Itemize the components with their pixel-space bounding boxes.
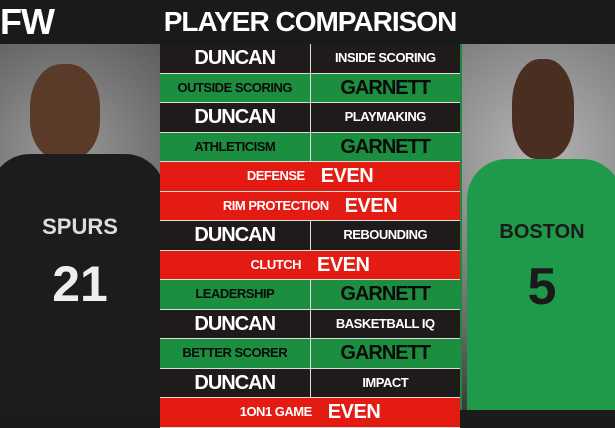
jersey-team-text: SPURS	[42, 214, 118, 239]
player-photo-garnett: BOSTON 5	[460, 44, 615, 410]
left-cell: BETTER SCORER	[160, 339, 311, 368]
player-head	[30, 64, 100, 159]
winner-label: DUNCAN	[194, 371, 276, 394]
player-jersey	[467, 159, 615, 410]
comparison-row: DUNCAN IMPACT	[160, 368, 460, 398]
winner-label: EVEN	[320, 165, 374, 188]
category-label: IMPACT	[362, 374, 409, 390]
winner-label: DUNCAN	[194, 47, 276, 70]
right-cell: IMPACT	[310, 368, 460, 397]
header: FW PLAYER COMPARISON	[0, 0, 615, 44]
even-cell: 1ON1 GAME EVEN	[160, 398, 460, 427]
category-label: ATHLETICISM	[194, 138, 276, 154]
left-cell: OUTSIDE SCORING	[160, 73, 311, 102]
winner-label: DUNCAN	[194, 106, 276, 129]
category-label: BASKETBALL IQ	[335, 315, 435, 331]
right-cell: REBOUNDING	[310, 221, 460, 250]
right-cell: GARNETT	[310, 339, 460, 368]
right-cell: BASKETBALL IQ	[310, 309, 460, 338]
comparison-row: DUNCAN PLAYMAKING	[160, 103, 460, 133]
comparison-row: DUNCAN REBOUNDING	[160, 221, 460, 251]
category-label: BETTER SCORER	[182, 345, 288, 361]
winner-label: GARNETT	[340, 76, 431, 99]
comparison-row: OUTSIDE SCORING GARNETT	[160, 73, 460, 103]
jersey-number: 5	[527, 258, 557, 316]
even-cell: CLUTCH EVEN	[160, 250, 460, 279]
left-cell: DUNCAN	[160, 103, 311, 132]
comparison-row: DUNCAN INSIDE SCORING	[160, 44, 460, 74]
comparison-table: DUNCAN INSIDE SCORING OUTSIDE SCORING GARNE…	[160, 44, 460, 428]
left-cell: DUNCAN	[160, 44, 311, 73]
comparison-row: CLUTCH EVEN	[160, 250, 460, 280]
left-cell: DUNCAN	[160, 309, 311, 338]
comparison-row: DUNCAN BASKETBALL IQ	[160, 309, 460, 339]
category-label: CLUTCH	[250, 256, 302, 272]
comparison-row: LEADERSHIP GARNETT	[160, 280, 460, 310]
player-photo-duncan: SPURS 21	[0, 44, 160, 410]
comparison-row: RIM PROTECTION EVEN	[160, 191, 460, 221]
left-cell: DUNCAN	[160, 221, 311, 250]
winner-label: EVEN	[344, 194, 398, 217]
page-title: PLAYER COMPARISON	[163, 6, 458, 37]
winner-label: DUNCAN	[194, 312, 276, 335]
right-cell: PLAYMAKING	[310, 103, 460, 132]
even-cell: RIM PROTECTION EVEN	[160, 191, 460, 220]
category-label: OUTSIDE SCORING	[177, 79, 293, 95]
player-head	[512, 59, 574, 159]
left-cell: DUNCAN	[160, 368, 311, 397]
winner-label: DUNCAN	[194, 224, 276, 247]
jersey-team-text: BOSTON	[499, 221, 585, 243]
category-label: PLAYMAKING	[344, 109, 427, 125]
category-label: INSIDE SCORING	[334, 50, 436, 66]
winner-label: GARNETT	[340, 283, 431, 306]
jersey-number: 21	[52, 256, 108, 312]
right-cell: GARNETT	[310, 132, 460, 161]
category-label: 1ON1 GAME	[239, 404, 313, 420]
right-cell: INSIDE SCORING	[310, 44, 460, 73]
category-label: REBOUNDING	[343, 227, 428, 243]
comparison-row: ATHLETICISM GARNETT	[160, 132, 460, 162]
winner-label: EVEN	[316, 253, 370, 276]
category-label: LEADERSHIP	[195, 286, 275, 302]
left-cell: LEADERSHIP	[160, 280, 311, 309]
comparison-row: DEFENSE EVEN	[160, 162, 460, 192]
category-label: RIM PROTECTION	[222, 197, 329, 213]
category-label: DEFENSE	[246, 168, 305, 184]
player-jersey	[0, 154, 160, 410]
winner-label: EVEN	[327, 401, 381, 424]
left-cell: ATHLETICISM	[160, 132, 311, 161]
right-cell: GARNETT	[310, 280, 460, 309]
logo: FW	[0, 1, 55, 42]
comparison-row: 1ON1 GAME EVEN	[160, 398, 460, 428]
comparison-row: BETTER SCORER GARNETT	[160, 339, 460, 369]
even-cell: DEFENSE EVEN	[160, 162, 460, 191]
winner-label: GARNETT	[340, 135, 431, 158]
winner-label: GARNETT	[340, 342, 431, 365]
right-cell: GARNETT	[310, 73, 460, 102]
